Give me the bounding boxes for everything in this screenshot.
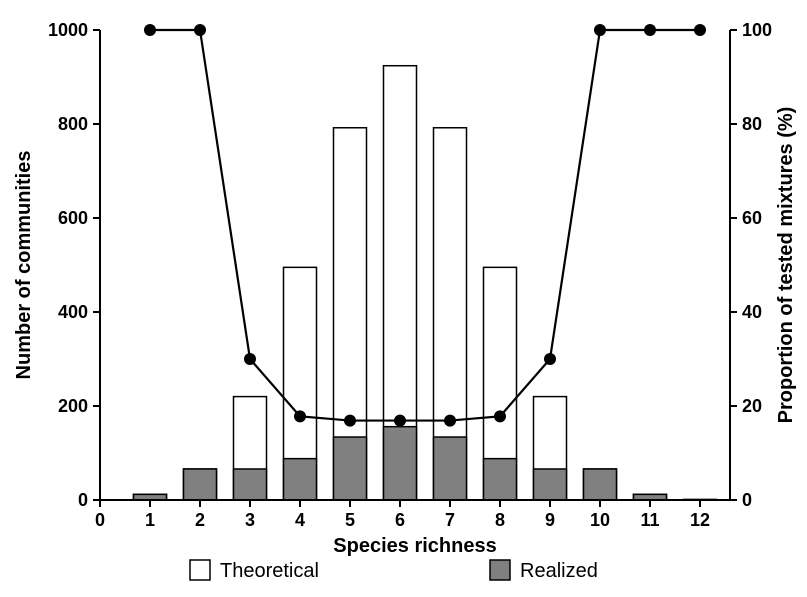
proportion-marker xyxy=(594,24,606,36)
bar-realized xyxy=(384,427,417,500)
x-tick-label: 11 xyxy=(640,510,659,530)
x-axis-label: Species richness xyxy=(333,535,496,557)
x-tick-label: 6 xyxy=(395,510,405,530)
x-tick-label: 1 xyxy=(145,510,155,530)
y-right-tick-label: 60 xyxy=(742,208,762,228)
y-left-tick-label: 800 xyxy=(58,114,88,134)
y-right-axis-label: Proportion of tested mixtures (%) xyxy=(775,107,797,424)
y-right-tick-label: 80 xyxy=(742,114,762,134)
x-tick-label: 5 xyxy=(345,510,355,530)
y-right-tick-label: 20 xyxy=(742,396,762,416)
proportion-marker xyxy=(394,415,406,427)
proportion-marker xyxy=(644,24,656,36)
bar-realized xyxy=(434,437,467,500)
y-left-tick-label: 0 xyxy=(78,490,88,510)
proportion-marker xyxy=(144,24,156,36)
proportion-marker xyxy=(194,24,206,36)
x-tick-label: 12 xyxy=(690,510,710,530)
species-richness-chart: 0123456789101112020040060080010000204060… xyxy=(0,0,807,597)
y-left-tick-label: 600 xyxy=(58,208,88,228)
proportion-marker xyxy=(444,415,456,427)
y-left-axis-label: Number of communities xyxy=(13,151,35,380)
y-left-tick-label: 1000 xyxy=(48,20,88,40)
x-tick-label: 2 xyxy=(195,510,205,530)
legend-swatch xyxy=(490,560,510,580)
y-right-tick-label: 40 xyxy=(742,302,762,322)
bar-realized xyxy=(184,469,217,500)
legend-label: Realized xyxy=(520,560,598,582)
legend-swatch xyxy=(190,560,210,580)
x-tick-label: 10 xyxy=(590,510,610,530)
y-left-tick-label: 400 xyxy=(58,302,88,322)
bar-realized xyxy=(484,459,517,500)
x-tick-label: 4 xyxy=(295,510,305,530)
bar-realized xyxy=(534,469,567,500)
y-right-tick-label: 100 xyxy=(742,20,772,40)
x-tick-label: 7 xyxy=(445,510,455,530)
proportion-marker xyxy=(344,415,356,427)
proportion-marker xyxy=(244,353,256,365)
bar-realized xyxy=(584,469,617,500)
proportion-marker xyxy=(694,24,706,36)
proportion-line xyxy=(150,30,700,421)
legend-label: Theoretical xyxy=(220,560,319,582)
bar-realized xyxy=(234,469,267,500)
x-tick-label: 8 xyxy=(495,510,505,530)
chart-container: 0123456789101112020040060080010000204060… xyxy=(0,0,807,597)
proportion-marker xyxy=(494,410,506,422)
bar-realized xyxy=(284,459,317,500)
y-right-tick-label: 0 xyxy=(742,490,752,510)
proportion-marker xyxy=(544,353,556,365)
x-tick-label: 3 xyxy=(245,510,255,530)
x-tick-label: 9 xyxy=(545,510,555,530)
x-tick-label: 0 xyxy=(95,510,105,530)
proportion-marker xyxy=(294,410,306,422)
bar-realized xyxy=(334,437,367,500)
y-left-tick-label: 200 xyxy=(58,396,88,416)
